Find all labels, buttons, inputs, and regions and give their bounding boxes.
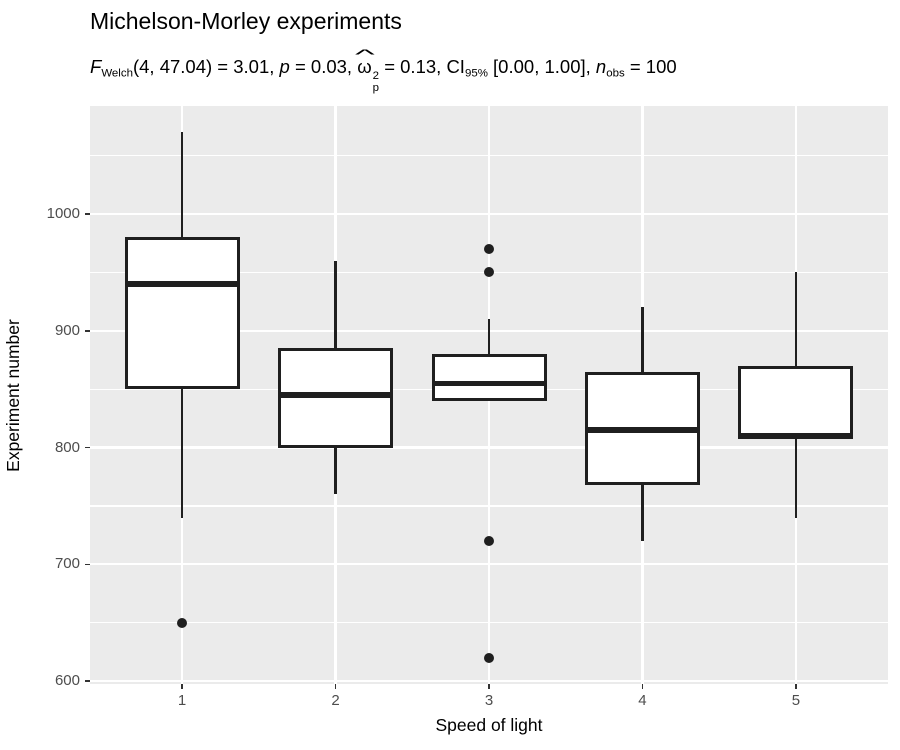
x-tick-mark (641, 684, 644, 689)
boxplot-upper-whisker (180, 132, 184, 238)
boxplot-upper-whisker (641, 307, 644, 372)
x-tick-mark (488, 684, 490, 689)
x-tick-label: 5 (791, 692, 801, 709)
omega-superscript: 2 (372, 70, 380, 83)
boxplot-upper-whisker (334, 260, 337, 349)
stat-p-value: = 0.03, (289, 56, 358, 77)
boxplot-lower-whisker (794, 438, 798, 518)
y-tick-mark (85, 563, 90, 566)
y-tick-label: 1000 (46, 205, 80, 222)
y-tick-label: 900 (54, 321, 80, 339)
stat-omega-symbol: ^ ω 2 p (355, 47, 380, 95)
boxplot-lower-whisker (641, 485, 644, 541)
x-tick-label: 2 (331, 692, 340, 709)
omega-glyph: ω (357, 56, 372, 77)
x-tick-label: 1 (177, 692, 187, 709)
outlier-point (484, 244, 494, 255)
boxplot-median-line (431, 380, 547, 387)
stat-ci-symbol: CI (446, 56, 465, 77)
outlier-point (484, 535, 494, 546)
stat-omega-value: = 0.13, (379, 56, 447, 77)
plot-panel (90, 106, 888, 684)
y-axis-title: Experiment number (2, 318, 23, 472)
x-tick-mark (181, 684, 183, 689)
x-tick-label: 4 (638, 692, 647, 709)
x-tick-mark (334, 684, 337, 689)
stat-f-symbol: F (90, 56, 102, 77)
boxplot-upper-whisker (487, 319, 491, 355)
boxplot-median-line (584, 427, 700, 433)
y-tick-label: 800 (54, 438, 80, 456)
boxplot-lower-whisker (334, 447, 337, 495)
x-tick-label: 3 (484, 692, 494, 709)
plot-title: Michelson-Morley experiments (90, 8, 402, 34)
stat-f-value: (4, 47.04) = 3.01, (132, 56, 280, 77)
y-tick-label: 700 (54, 555, 80, 573)
boxplot-box (278, 348, 394, 448)
stat-ci-subscript: 95% (464, 67, 488, 80)
stat-p-symbol: p (279, 56, 290, 77)
boxplot-box (124, 237, 240, 390)
boxplot-median-line (124, 281, 240, 287)
stat-ci-value: [0.00, 1.00], (487, 56, 596, 77)
plot-subtitle: FWelch(4, 47.04) = 3.01, p = 0.03, ^ ω 2 p … (90, 47, 677, 95)
stat-n-value: = 100 (624, 56, 677, 77)
boxplot-box (738, 365, 854, 439)
outlier-point (177, 617, 188, 628)
omega-subscript: p (372, 82, 380, 95)
x-axis-title: Speed of light (435, 715, 543, 735)
omega-hat-icon: ^ (355, 45, 376, 62)
y-tick-label: 600 (54, 672, 80, 690)
outlier-point (484, 267, 494, 278)
y-tick-mark (85, 680, 90, 682)
boxplot-median-line (738, 433, 854, 439)
outlier-point (484, 652, 494, 663)
y-tick-mark (85, 330, 90, 332)
y-tick-mark (85, 213, 90, 215)
y-tick-mark (85, 446, 90, 449)
stat-n-symbol: n (595, 56, 607, 77)
boxplot-upper-whisker (794, 272, 798, 366)
x-tick-mark (795, 684, 797, 689)
boxplot-box (431, 354, 547, 401)
stat-n-subscript: obs (606, 67, 625, 80)
boxplot-median-line (278, 392, 394, 398)
stat-f-subscript: Welch (101, 67, 133, 80)
boxplot-lower-whisker (180, 389, 184, 518)
